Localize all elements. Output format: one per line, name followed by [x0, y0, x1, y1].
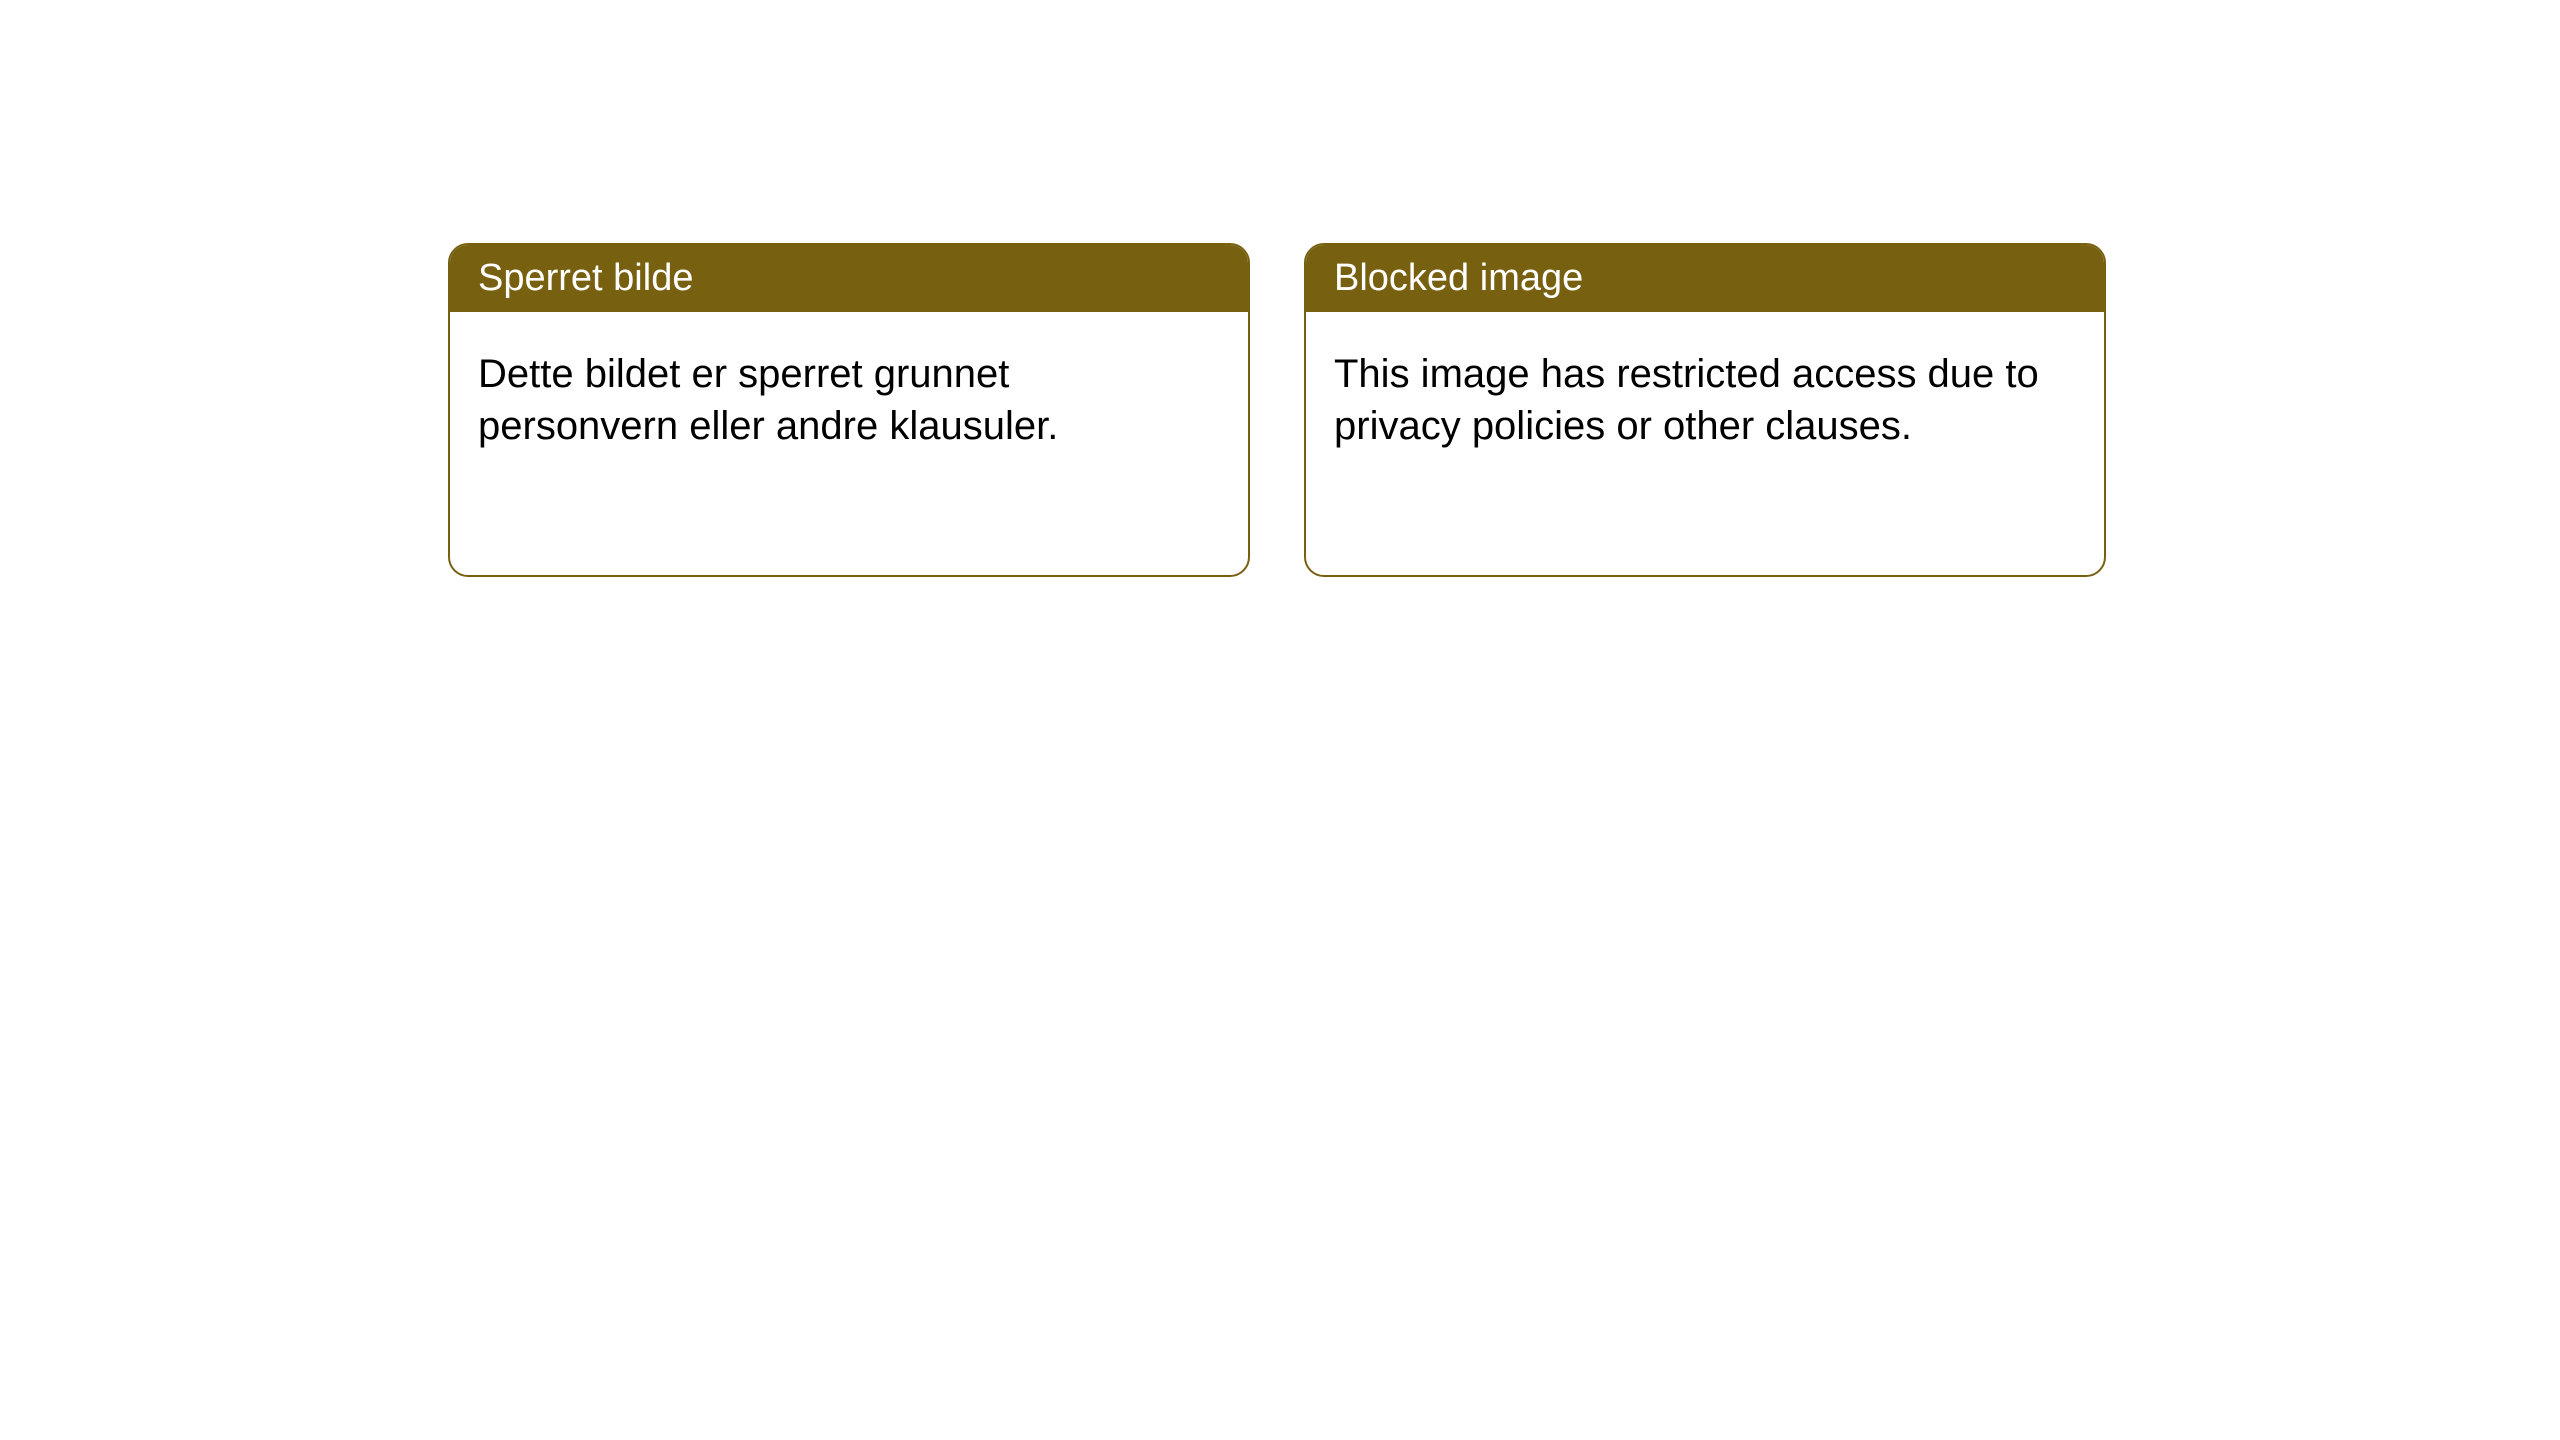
- blocked-image-card-no: Sperret bilde Dette bildet er sperret gr…: [448, 243, 1250, 577]
- card-title-no: Sperret bilde: [478, 257, 693, 299]
- card-header-en: Blocked image: [1306, 245, 2104, 312]
- blocked-image-card-en: Blocked image This image has restricted …: [1304, 243, 2106, 577]
- card-title-en: Blocked image: [1334, 257, 1583, 299]
- card-body-en: This image has restricted access due to …: [1306, 312, 2104, 488]
- card-message-no: Dette bildet er sperret grunnet personve…: [478, 352, 1058, 448]
- card-body-no: Dette bildet er sperret grunnet personve…: [450, 312, 1248, 488]
- card-header-no: Sperret bilde: [450, 245, 1248, 312]
- cards-container: Sperret bilde Dette bildet er sperret gr…: [0, 0, 2560, 577]
- card-message-en: This image has restricted access due to …: [1334, 352, 2039, 448]
